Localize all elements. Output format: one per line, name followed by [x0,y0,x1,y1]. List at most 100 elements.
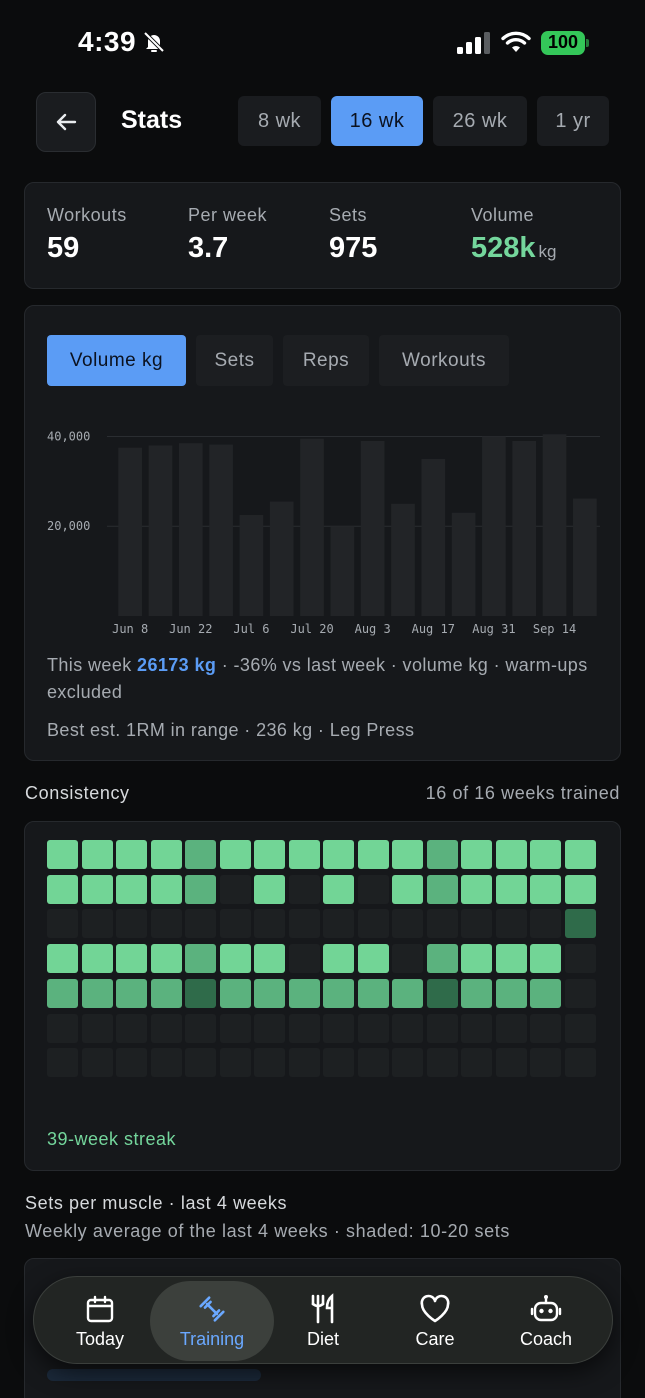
stat-per-week: Per week 3.7 [188,205,267,265]
tab-label: Diet [306,1328,339,1349]
chart-bar[interactable] [573,498,597,616]
consistency-cell [495,1013,527,1043]
consistency-cell [254,944,285,974]
stat-label: Per week [188,205,268,225]
chart-bar[interactable] [542,434,567,616]
consistency-cell [150,909,182,939]
x-tick-label: Aug 3 [355,622,391,636]
consistency-cell [116,909,147,939]
chart-bar[interactable] [482,436,506,616]
consistency-cell [461,978,492,1008]
tab-coach[interactable]: Coach [490,1277,602,1365]
volume-chart-card: Volume kg Sets Reps Workouts 20,000 40,00… [24,305,621,761]
tab-label: Care [415,1328,455,1349]
stat-value: 3.7 [188,232,229,264]
chart-bar[interactable] [178,443,203,616]
week-prefix: This week [47,655,138,675]
y-tick-label: 40,000 [47,429,90,443]
consistency-cell [288,909,320,939]
consistency-cell [392,874,423,904]
consistency-cell [47,874,78,904]
consistency-cell [219,1048,251,1078]
tab-metric-volume[interactable]: Volume kg [47,335,186,386]
muscle-bar [47,1369,261,1381]
x-tick-label: Jun 22 [169,622,212,636]
consistency-cell [426,840,458,869]
consistency-cell [288,978,320,1008]
chart-bar[interactable] [209,444,233,616]
consistency-cell [219,1013,251,1043]
consistency-cell [254,1013,285,1043]
chart-bar[interactable] [330,526,355,616]
consistency-cell [564,944,596,974]
consistency-cell [357,840,389,869]
tab-diet[interactable]: Diet [267,1277,379,1365]
week-suffix: · -36% vs last week · volume kg · warm-u… [47,655,588,702]
consistency-cell [323,874,354,904]
consistency-cell [530,874,561,904]
consistency-cell [392,840,423,869]
back-button[interactable] [36,92,96,152]
tab-today[interactable]: Today [44,1277,156,1365]
consistency-cell [254,840,285,869]
consistency-cell [116,944,147,974]
tab-metric-sets[interactable]: Sets [196,335,273,386]
consistency-title: Consistency [25,783,130,803]
consistency-cell [254,1048,285,1078]
stat-volume: Volume 528k kg [471,205,556,265]
consistency-cell [357,874,389,904]
consistency-cell [323,944,354,974]
consistency-cell [357,909,389,939]
tab-training[interactable]: Training [156,1277,268,1365]
y-tick-label: 20,000 [47,519,90,533]
consistency-cell [150,978,182,1008]
chart-bar[interactable] [391,503,415,616]
x-tick-label: Jul 20 [290,622,333,636]
chart-bar[interactable] [148,445,173,616]
tab-range-16wk[interactable]: 16 wk [331,96,423,146]
consistency-cell [185,944,216,974]
sets-per-muscle-title: Sets per muscle · last 4 weeks [25,1193,288,1213]
consistency-cell [81,874,113,904]
consistency-cell [81,978,113,1008]
consistency-cell [564,1013,596,1043]
consistency-cell [357,1013,389,1043]
chart-bar[interactable] [360,440,385,616]
tab-metric-reps[interactable]: Reps [283,335,369,386]
chart-bar[interactable] [269,501,294,616]
consistency-cell [185,840,216,869]
consistency-cell [150,1013,182,1043]
consistency-cell [495,1048,527,1078]
consistency-cell [150,874,182,904]
consistency-cell [426,874,458,904]
consistency-cell [219,909,251,939]
chart-bar[interactable] [451,512,476,616]
consistency-cell [288,1048,320,1078]
tab-range-8wk[interactable]: 8 wk [238,96,321,146]
tab-range-26wk[interactable]: 26 wk [433,96,527,146]
chart-bar[interactable] [118,447,142,616]
tab-metric-workouts[interactable]: Workouts [379,335,509,386]
chart-bar[interactable] [421,458,446,616]
consistency-cell [392,1048,423,1078]
consistency-cell [81,909,113,939]
week-volume-unit: kg [189,655,217,675]
tab-range-1yr[interactable]: 1 yr [537,96,609,146]
stat-label: Workouts [47,205,127,225]
consistency-cell [392,909,423,939]
consistency-cell [323,1013,354,1043]
consistency-cell [47,944,78,974]
chart-bar[interactable] [512,440,537,616]
tab-care[interactable]: Care [379,1277,491,1365]
cellular-signal-icon [457,32,490,54]
status-bar: 4:39 100 [0,0,645,86]
chart-bar[interactable] [239,515,264,616]
streak-label: 39-week streak [47,1129,177,1149]
chart-bar[interactable] [300,438,324,616]
best-1rm: Best est. 1RM in range · 236 kg · Leg Pr… [47,720,415,740]
consistency-cell [461,874,492,904]
consistency-cell [185,1048,216,1078]
x-tick-label: Aug 17 [412,622,455,636]
stat-label: Volume [471,205,535,225]
wifi-icon [501,31,531,52]
